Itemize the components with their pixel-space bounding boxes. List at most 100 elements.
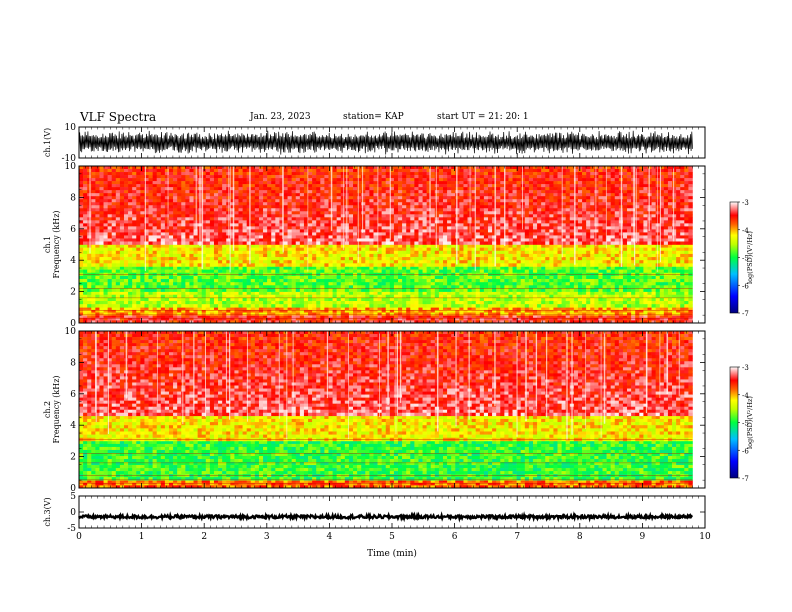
spectrogram-cell bbox=[483, 285, 489, 289]
spectrogram-cell bbox=[111, 291, 117, 296]
spectrogram-cell bbox=[119, 244, 125, 248]
spectrogram-cell bbox=[344, 263, 350, 267]
spectrogram-cell bbox=[524, 294, 530, 299]
spectrogram-cell bbox=[91, 312, 96, 316]
spectrogram-cell bbox=[483, 315, 489, 319]
spectrogram-cell bbox=[357, 166, 362, 170]
spectrogram-cell bbox=[504, 266, 509, 270]
spectrogram-cell bbox=[684, 250, 689, 255]
spectrogram-cell bbox=[79, 169, 84, 173]
spectrogram-cell bbox=[316, 244, 321, 248]
spectrogram-cell bbox=[688, 169, 693, 173]
spectrogram-cell bbox=[663, 301, 669, 305]
spectrogram-cell bbox=[99, 169, 104, 173]
spectrogram-cell bbox=[647, 304, 652, 308]
spectrogram-cell bbox=[647, 260, 652, 264]
spectrogram-cell bbox=[492, 257, 497, 261]
spectrogram-cell bbox=[238, 253, 243, 258]
spectrogram-cell bbox=[152, 288, 158, 292]
spectrogram-cell bbox=[271, 181, 276, 185]
spectrogram-cell bbox=[357, 312, 362, 316]
spectrogram-cell bbox=[156, 178, 162, 182]
spectrogram-cell bbox=[451, 285, 456, 289]
spectrogram-cell bbox=[549, 297, 554, 302]
spectrogram-cell bbox=[99, 253, 104, 258]
spectrogram-cell bbox=[377, 166, 382, 170]
spectrogram-cell bbox=[688, 301, 693, 305]
spectrogram-cell bbox=[238, 309, 243, 313]
spectrogram-cell bbox=[475, 244, 481, 248]
spectrogram-cell bbox=[688, 304, 693, 308]
spectrogram-cell bbox=[483, 294, 489, 299]
spectrogram-cell bbox=[492, 294, 497, 299]
spectrogram-cell bbox=[602, 244, 607, 248]
spectrogram-cell bbox=[385, 279, 391, 283]
spectrogram-cell bbox=[475, 175, 481, 179]
spectrogram-cell bbox=[361, 279, 366, 283]
spectrogram-cell bbox=[618, 297, 624, 302]
spectrogram-cell bbox=[222, 166, 227, 170]
spectrogram-cell bbox=[545, 275, 550, 280]
spectrogram-cell bbox=[258, 250, 264, 255]
spectrogram-cell bbox=[234, 301, 239, 305]
spectrogram-cell bbox=[87, 301, 92, 305]
spectrogram-cell bbox=[512, 282, 517, 286]
spectrogram-cell bbox=[230, 291, 235, 296]
spectrogram-cell bbox=[467, 291, 472, 296]
spectrogram-cell bbox=[271, 312, 276, 316]
spectrogram-cell bbox=[614, 307, 620, 311]
spectrogram-cell bbox=[541, 266, 546, 270]
spectrogram-cell bbox=[132, 320, 137, 324]
spectrogram-cell bbox=[451, 282, 456, 286]
spectrogram-cell bbox=[655, 260, 661, 264]
spectrogram-cell bbox=[520, 282, 526, 286]
spectrogram-cell bbox=[496, 169, 501, 173]
spectrogram-cell bbox=[663, 260, 669, 264]
spectrogram-cell bbox=[369, 320, 374, 324]
spectrogram-cell bbox=[119, 269, 125, 274]
spectrogram-cell bbox=[688, 288, 693, 292]
spectrogram-cell bbox=[136, 260, 141, 264]
spectrogram-cell bbox=[238, 297, 243, 302]
spectrogram-cell bbox=[663, 297, 669, 302]
spectrogram-cell bbox=[263, 309, 268, 313]
spectrogram-cell bbox=[357, 269, 362, 274]
spectrogram-cell bbox=[152, 178, 158, 182]
spectrogram-cell bbox=[594, 257, 599, 261]
spectrogram-cell bbox=[283, 269, 288, 274]
spectrogram-cell bbox=[136, 250, 141, 255]
spectrogram-cell bbox=[83, 253, 88, 258]
spectrogram-cell bbox=[557, 282, 562, 286]
spectrogram-cell bbox=[606, 282, 611, 286]
spectrogram-cell bbox=[455, 297, 460, 302]
spectrogram-cell bbox=[483, 247, 489, 252]
spectrogram-cell bbox=[500, 172, 505, 176]
spectrogram-cell bbox=[393, 250, 399, 255]
spectrogram-cell bbox=[336, 291, 342, 296]
spectrogram-cell bbox=[606, 315, 611, 319]
spectrogram-cell bbox=[414, 260, 419, 264]
spectrogram-cell bbox=[263, 253, 268, 258]
spectrogram-cell bbox=[459, 297, 464, 302]
spectrogram-cell bbox=[209, 279, 215, 283]
spectrogram-cell bbox=[299, 181, 305, 185]
spectrogram-cell bbox=[91, 304, 96, 308]
spectrogram-cell bbox=[569, 181, 575, 185]
spectrogram-cell bbox=[627, 172, 632, 176]
spectrogram-cell bbox=[434, 247, 440, 252]
spectrogram-cell bbox=[561, 288, 566, 292]
spectrogram-cell bbox=[459, 301, 464, 305]
spectrogram-cell bbox=[152, 169, 158, 173]
spectrogram-cell bbox=[512, 294, 517, 299]
spectrogram-cell bbox=[602, 253, 607, 258]
spectrogram-cell bbox=[246, 282, 252, 286]
spectrogram-cell bbox=[643, 275, 648, 280]
spectrogram-cell bbox=[164, 269, 170, 274]
spectrogram-cell bbox=[369, 309, 374, 313]
spectrogram-cell bbox=[185, 175, 190, 179]
spectrogram-cell bbox=[173, 320, 178, 324]
spectrogram-cell bbox=[291, 250, 297, 255]
spectrogram-cell bbox=[557, 257, 562, 261]
spectrogram-cell bbox=[348, 257, 354, 261]
spectrogram-cell bbox=[520, 315, 526, 319]
